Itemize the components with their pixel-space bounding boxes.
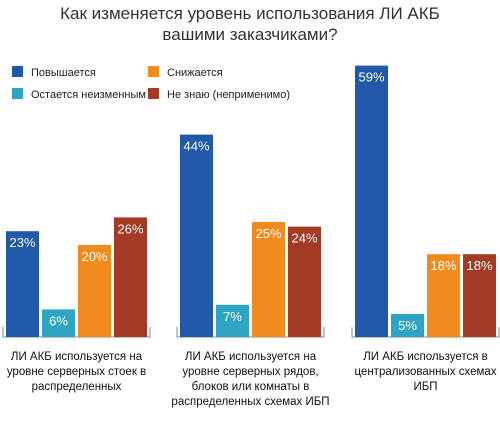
data-label: 26% bbox=[117, 221, 143, 236]
bar bbox=[114, 217, 147, 337]
legend-item: Остается неизменным bbox=[12, 88, 146, 101]
data-label: 23% bbox=[9, 235, 35, 250]
category-bracket bbox=[2, 327, 151, 338]
data-label: 18% bbox=[430, 258, 456, 273]
legend-swatch bbox=[12, 66, 23, 77]
bar bbox=[463, 254, 496, 337]
legend-label: Повышается bbox=[31, 67, 96, 79]
legend-label: Снижается bbox=[167, 67, 223, 79]
category-bracket bbox=[176, 327, 325, 338]
data-label: 6% bbox=[49, 313, 68, 328]
value-labels: 23% 6% 20% 26% 44% 7% 25% 24% 59% 5% 18% 18% bbox=[9, 70, 492, 333]
legend-swatch bbox=[12, 88, 23, 99]
chart-title-line-2: вашими заказчиками? bbox=[162, 25, 337, 44]
data-label: 25% bbox=[255, 226, 281, 241]
category-label: ЛИ АКБ используется на уровне серверных с… bbox=[7, 351, 146, 393]
category-label: ЛИ АКБ используется в централизованных сх… bbox=[354, 351, 496, 393]
bar bbox=[180, 134, 213, 337]
bar bbox=[6, 231, 39, 337]
bar bbox=[252, 222, 285, 337]
bars bbox=[6, 65, 496, 337]
category-bracket bbox=[351, 327, 500, 338]
data-label: 7% bbox=[223, 309, 242, 324]
category-brackets bbox=[2, 327, 500, 338]
bar bbox=[391, 314, 424, 337]
legend-item: Повышается bbox=[12, 66, 96, 79]
bar bbox=[427, 254, 460, 337]
bar bbox=[216, 304, 249, 337]
legend-label: Не знаю (неприменимо) bbox=[167, 89, 290, 101]
data-label: 59% bbox=[358, 70, 384, 85]
chart-title-line-1: Как изменяется уровень использования ЛИ … bbox=[60, 4, 440, 23]
legend-swatch bbox=[148, 66, 159, 77]
legend-label: Остается неизменным bbox=[31, 89, 146, 101]
legend-swatch bbox=[148, 88, 159, 99]
data-label: 24% bbox=[291, 231, 317, 246]
legend: Повышается Остается неизменным Снижается Не… bbox=[12, 66, 290, 101]
data-label: 18% bbox=[466, 258, 492, 273]
bar bbox=[355, 65, 388, 337]
bar bbox=[42, 309, 75, 337]
legend-item: Снижается bbox=[148, 66, 223, 79]
data-label: 20% bbox=[81, 249, 107, 264]
data-label: 44% bbox=[183, 139, 209, 154]
bar bbox=[288, 226, 321, 337]
category-label: ЛИ АКБ используется на уровне серверных р… bbox=[171, 351, 329, 408]
bar bbox=[78, 245, 111, 337]
chart-title: Как изменяется уровень использования ЛИ … bbox=[60, 4, 440, 44]
legend-item: Не знаю (неприменимо) bbox=[148, 88, 290, 101]
category-labels: ЛИ АКБ используется на уровне серверных с… bbox=[7, 351, 497, 408]
data-label: 5% bbox=[398, 318, 417, 333]
